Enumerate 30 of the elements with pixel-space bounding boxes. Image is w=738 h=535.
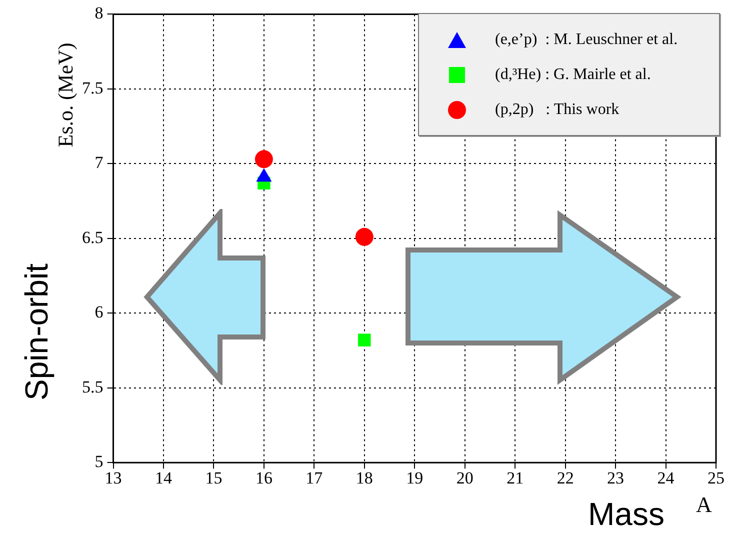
x-tick-label: 14 — [154, 468, 172, 488]
x-tick-label: 17 — [306, 468, 324, 488]
x-tick-label: 23 — [607, 468, 624, 488]
point — [254, 150, 273, 168]
x-tick-label: 25 — [708, 468, 724, 488]
y-tick-label: 5.5 — [82, 377, 104, 396]
point — [355, 228, 374, 246]
x-tick-label: 15 — [205, 468, 222, 488]
x-tick-label: 19 — [406, 468, 424, 488]
x-tick-label: 22 — [556, 468, 574, 488]
legend-label: (d,³He) : G. Mairle et al. — [495, 66, 651, 84]
y-axis-title: Es.o. (MeV) — [54, 42, 78, 148]
y-tick-label: 6 — [94, 302, 104, 322]
y-tick-label: 7.5 — [82, 78, 104, 98]
x-tick-label: 16 — [255, 468, 272, 488]
x-axis-title: A — [696, 492, 712, 518]
point — [358, 334, 371, 346]
y-tick-label: 6.5 — [82, 228, 104, 247]
y-tick-label: 8 — [94, 4, 104, 23]
text: Mass — [588, 496, 664, 533]
x-tick-label: 13 — [104, 468, 122, 488]
x-tick-label: 20 — [456, 468, 474, 488]
x-tick-label: 21 — [506, 468, 524, 488]
y-tick-label: 7 — [94, 153, 104, 172]
x-tick-label: 18 — [356, 468, 373, 488]
x-tick-label: 24 — [657, 468, 675, 488]
text: Spin-orbit — [18, 264, 56, 400]
y-tick-label: 5 — [94, 452, 104, 472]
legend-label: (e,e’p) : M. Leuschner et al. — [495, 30, 678, 48]
legend-label: (p,2p) : This work — [495, 100, 620, 118]
